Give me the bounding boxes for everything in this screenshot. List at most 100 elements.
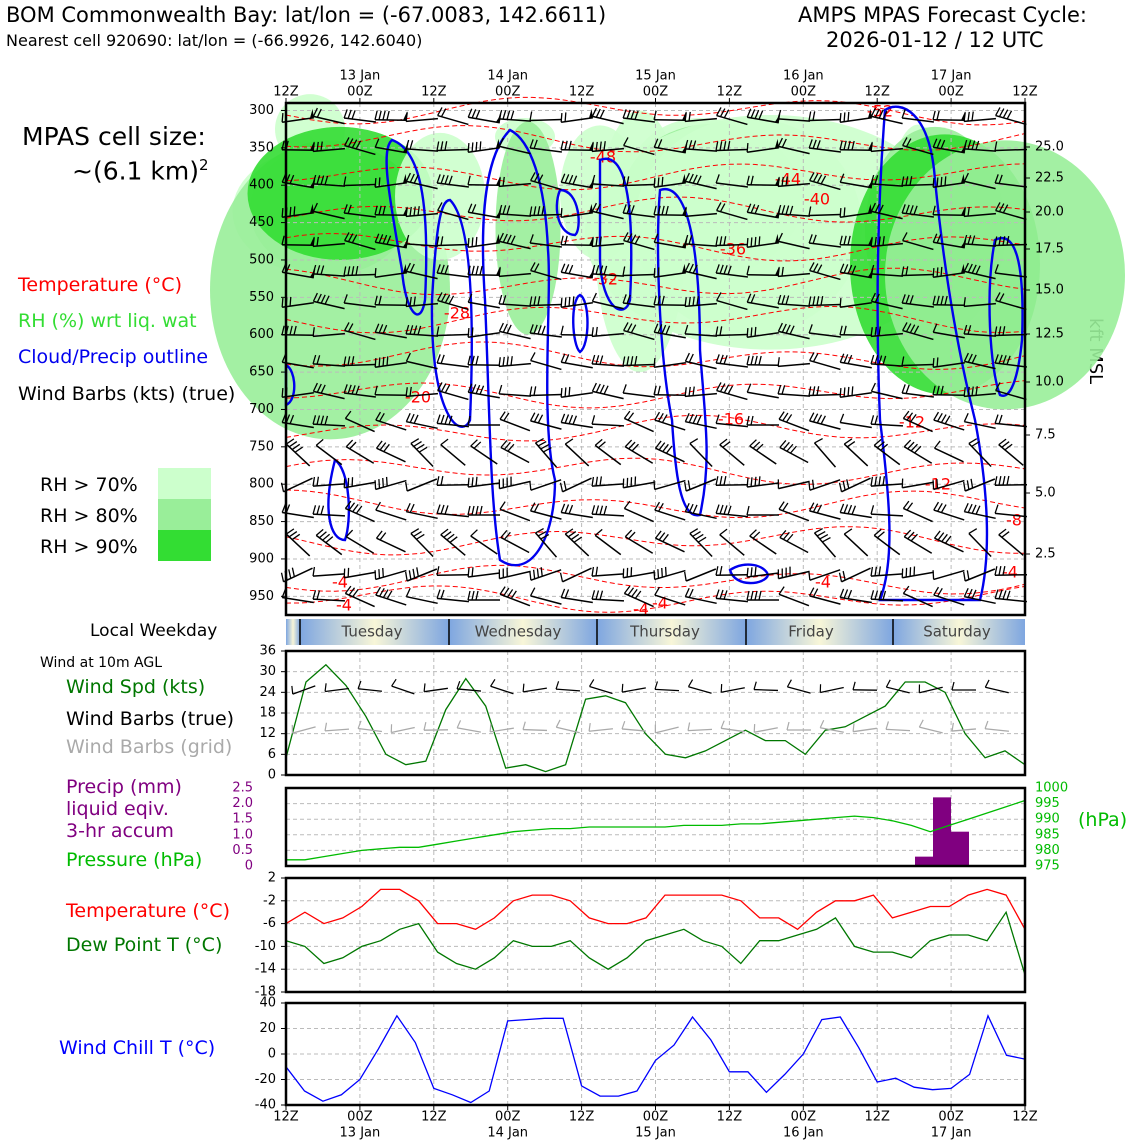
barb-flag bbox=[878, 355, 883, 365]
barb-flag bbox=[594, 438, 603, 446]
barb-shaft bbox=[312, 423, 346, 427]
barb-flag bbox=[316, 293, 322, 303]
barb-flag bbox=[998, 108, 1005, 118]
barb-shaft bbox=[436, 243, 470, 247]
barb-flag bbox=[657, 139, 663, 149]
barb-shaft bbox=[684, 148, 718, 152]
barb-shaft bbox=[933, 362, 965, 368]
barb-flag bbox=[1002, 565, 1006, 576]
barb-flag bbox=[316, 415, 321, 425]
barb-flag bbox=[564, 354, 570, 364]
barb-flag bbox=[778, 501, 785, 510]
wind-barb bbox=[901, 204, 934, 218]
cloud-outline-7 bbox=[327, 458, 351, 542]
surface-barb-grid-flag bbox=[390, 724, 393, 733]
barb-shaft bbox=[406, 360, 438, 370]
barb-flag bbox=[312, 505, 317, 515]
barb-flag bbox=[595, 355, 600, 365]
barb-pennant bbox=[402, 173, 407, 184]
barb-flag bbox=[963, 172, 969, 182]
barb-flag bbox=[851, 505, 857, 515]
surface-barb-grid-shaft bbox=[687, 728, 713, 732]
barb-shaft bbox=[374, 393, 408, 397]
barb-shaft bbox=[995, 512, 1027, 518]
barb-flag bbox=[901, 109, 906, 119]
wind-barb bbox=[839, 108, 872, 123]
barb-shaft bbox=[623, 481, 655, 489]
profile-ytick-label-9: 750 bbox=[249, 439, 274, 454]
barb-shaft bbox=[374, 118, 408, 122]
barb-shaft bbox=[779, 446, 809, 464]
barb-flag bbox=[777, 232, 783, 242]
barb-shaft bbox=[747, 572, 779, 578]
wind-barb bbox=[529, 587, 562, 605]
wind-barb bbox=[622, 266, 656, 277]
barb-flag bbox=[498, 137, 504, 147]
barb-shaft bbox=[809, 359, 841, 371]
barb-flag bbox=[994, 264, 999, 274]
wind-barb bbox=[749, 439, 777, 465]
kft-label-1: 22.5 bbox=[1035, 171, 1064, 186]
barb-flag bbox=[808, 206, 812, 216]
wind-barb bbox=[809, 262, 841, 281]
barb-shaft bbox=[561, 117, 593, 123]
top-date-label-2: 15 Jan bbox=[635, 69, 676, 84]
barb-flag bbox=[436, 264, 441, 274]
temp-label-10: -12 bbox=[925, 475, 951, 494]
wind-barb bbox=[653, 323, 686, 339]
swatch-rh80 bbox=[158, 499, 211, 530]
barb-flag bbox=[843, 438, 853, 445]
barb-flag bbox=[479, 505, 483, 516]
barb-flag bbox=[572, 175, 578, 185]
barb-flag bbox=[967, 140, 972, 150]
barb-shaft bbox=[498, 362, 532, 368]
barb-flag bbox=[944, 535, 952, 544]
barb-flag bbox=[530, 262, 536, 271]
barb-shaft bbox=[623, 239, 655, 251]
barb-shaft bbox=[437, 209, 469, 221]
barb-flag bbox=[684, 139, 689, 150]
temp-dewpoint-line bbox=[285, 910, 1026, 976]
barb-shaft bbox=[809, 569, 841, 581]
barb-flag bbox=[506, 110, 511, 120]
barb-flag bbox=[723, 109, 730, 119]
barb-shaft bbox=[843, 533, 869, 557]
wind-barb bbox=[994, 589, 1027, 603]
temp-contour-9 bbox=[285, 414, 1026, 442]
barb-flag bbox=[971, 504, 977, 514]
barb-shaft bbox=[715, 148, 749, 152]
barb-flag bbox=[405, 112, 408, 122]
wind-barb bbox=[591, 236, 625, 248]
barb-flag bbox=[658, 413, 664, 422]
wind-barb bbox=[344, 585, 375, 608]
barb-flag bbox=[529, 480, 532, 491]
barb-flag bbox=[479, 385, 485, 395]
barb-flag bbox=[1002, 109, 1009, 119]
barb-flag bbox=[567, 531, 577, 538]
wind-barb bbox=[963, 386, 997, 398]
barb-flag bbox=[320, 175, 325, 185]
wind-spd-label: Wind Spd (kts) bbox=[66, 676, 206, 698]
barb-flag bbox=[289, 325, 293, 336]
barb-shaft bbox=[591, 423, 625, 427]
temp-contour-10 bbox=[285, 457, 1026, 485]
barb-flag bbox=[1001, 531, 1010, 538]
barb-shaft bbox=[840, 392, 872, 398]
wind-barb bbox=[653, 263, 686, 278]
wind-barb bbox=[995, 292, 1027, 311]
barb-flag bbox=[994, 504, 999, 514]
barb-shaft bbox=[405, 333, 439, 337]
barb-shaft bbox=[903, 446, 933, 464]
wind-barb bbox=[808, 412, 841, 430]
barb-flag bbox=[719, 141, 723, 151]
barb-shaft bbox=[808, 213, 842, 217]
bottom-hour-label-7: 00Z bbox=[791, 1110, 817, 1125]
wind-barb bbox=[684, 262, 717, 280]
barb-flag bbox=[312, 590, 317, 600]
barb-flag bbox=[684, 207, 687, 217]
barb-flag bbox=[754, 355, 758, 366]
barb-flag bbox=[560, 173, 566, 183]
wind-barb bbox=[994, 475, 1028, 487]
barb-flag bbox=[382, 234, 388, 244]
barb-flag bbox=[591, 505, 596, 515]
